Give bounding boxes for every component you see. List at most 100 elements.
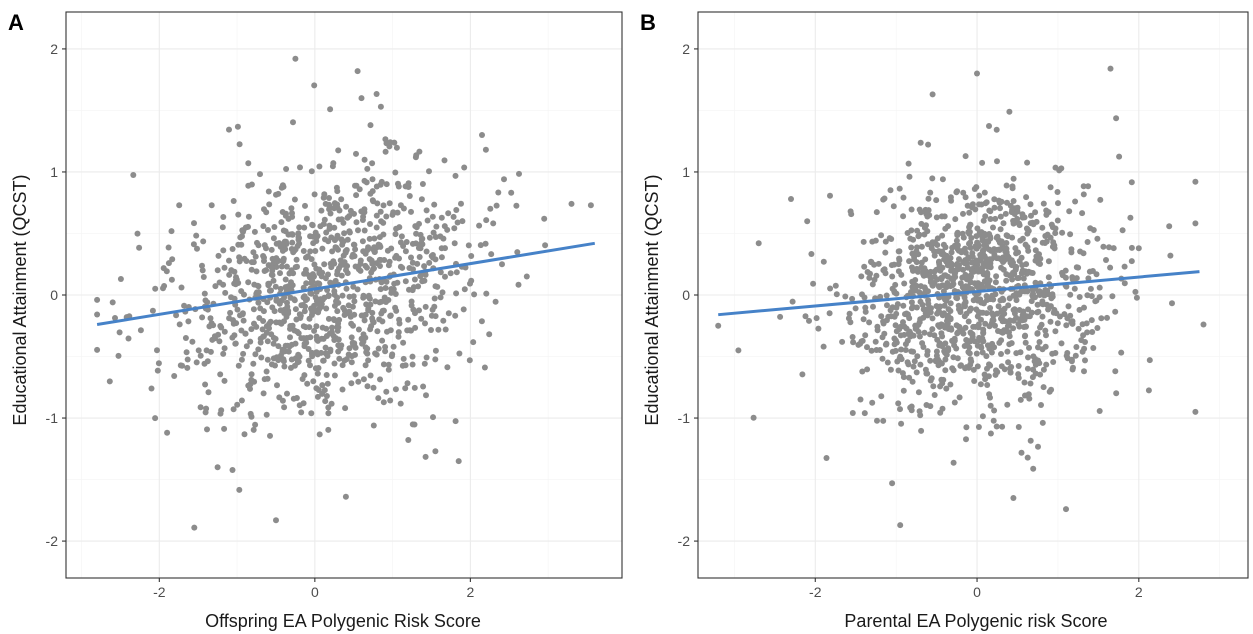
data-point (993, 126, 1000, 133)
data-point (802, 313, 809, 320)
data-point (860, 238, 867, 245)
data-point (852, 305, 859, 312)
data-point (861, 410, 868, 417)
data-point (355, 227, 361, 234)
data-point (377, 257, 384, 263)
data-point (975, 424, 982, 430)
data-point (912, 277, 919, 283)
data-point (423, 207, 430, 214)
data-point (349, 339, 356, 346)
data-point (351, 298, 358, 305)
data-point (487, 205, 494, 212)
data-point (369, 176, 376, 183)
data-point (895, 400, 902, 407)
data-point (959, 247, 966, 254)
data-point (395, 329, 402, 336)
data-point (1054, 217, 1061, 224)
data-point (1020, 311, 1027, 318)
data-point (281, 363, 288, 370)
data-point (960, 234, 967, 241)
data-point (296, 353, 303, 360)
data-point (1128, 258, 1135, 265)
data-point (364, 165, 371, 172)
data-point (876, 347, 883, 353)
data-point (874, 327, 881, 334)
data-point (398, 233, 405, 240)
data-point (261, 268, 268, 274)
data-point (1062, 274, 1069, 281)
data-point (275, 357, 282, 364)
data-point (200, 238, 207, 245)
data-point (1019, 267, 1026, 274)
data-point (282, 212, 289, 219)
data-point (997, 226, 1004, 233)
data-point (967, 361, 974, 368)
data-point (889, 273, 896, 280)
data-point (369, 160, 376, 167)
data-point (957, 362, 964, 369)
data-point (1080, 250, 1087, 257)
data-point (967, 356, 974, 363)
data-point (263, 411, 270, 418)
data-point (302, 202, 308, 209)
data-point (394, 209, 401, 216)
data-point (313, 349, 320, 356)
data-point (910, 363, 917, 370)
data-point (308, 312, 315, 318)
data-point (364, 383, 371, 390)
data-point (974, 297, 981, 304)
data-point (228, 294, 235, 301)
data-point (514, 249, 521, 256)
data-point (981, 189, 988, 196)
data-point (305, 357, 312, 364)
data-point (962, 194, 969, 201)
data-point (199, 314, 206, 321)
data-point (1008, 340, 1015, 347)
data-point (1010, 495, 1017, 501)
data-point (259, 326, 266, 333)
data-point (983, 353, 990, 360)
data-point (1011, 310, 1018, 317)
data-point (486, 331, 493, 338)
data-point (1010, 198, 1017, 204)
data-point (973, 350, 980, 357)
data-point (236, 141, 243, 148)
data-point (230, 320, 237, 327)
data-point (323, 393, 330, 399)
data-point (348, 359, 355, 366)
data-point (1045, 291, 1052, 298)
data-point (1034, 330, 1041, 337)
data-point (382, 348, 389, 355)
data-point (352, 182, 358, 189)
data-point (922, 256, 929, 263)
data-point (344, 270, 351, 277)
data-point (316, 266, 323, 273)
data-point (283, 166, 290, 172)
data-point (954, 230, 961, 237)
data-point (376, 299, 383, 306)
data-point (1015, 220, 1022, 227)
data-point (273, 240, 280, 247)
data-point (388, 245, 395, 252)
data-point (909, 284, 916, 290)
data-point (251, 228, 258, 235)
data-point (300, 335, 307, 342)
data-point (282, 284, 289, 291)
data-point (874, 417, 880, 424)
data-point (1008, 262, 1015, 269)
data-point (271, 224, 278, 230)
data-point (277, 270, 283, 277)
data-point (1018, 449, 1025, 456)
data-point (382, 136, 389, 143)
data-point (960, 330, 967, 337)
data-point (355, 378, 362, 385)
data-point (371, 235, 378, 242)
data-point (397, 400, 404, 407)
data-point (221, 377, 228, 384)
data-point (359, 217, 366, 223)
x-tick-label: -2 (809, 584, 822, 600)
data-point (967, 279, 974, 286)
data-point (1040, 384, 1047, 391)
data-point (254, 282, 261, 289)
data-point (1054, 189, 1061, 195)
